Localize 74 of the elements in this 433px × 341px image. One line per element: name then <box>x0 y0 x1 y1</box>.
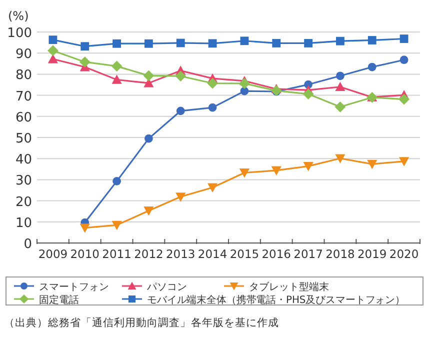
point <box>207 78 218 89</box>
x-tick-label: 2011 <box>102 247 132 261</box>
point <box>400 56 408 64</box>
legend-label: パソコン <box>146 282 187 293</box>
point <box>48 36 58 44</box>
x-tick-label: 2010 <box>70 247 100 261</box>
point <box>112 176 121 186</box>
point <box>144 134 153 143</box>
point <box>48 54 58 64</box>
point <box>175 70 186 82</box>
point <box>79 56 90 68</box>
legend-label: スマートフォン <box>39 282 109 293</box>
x-tick-label: 2012 <box>134 247 164 261</box>
y-tick-label: 100 <box>7 26 32 41</box>
y-tick-label: 90 <box>15 47 32 62</box>
point <box>208 183 218 193</box>
point <box>304 38 312 48</box>
x-tick-label: 2009 <box>38 247 68 261</box>
legend-label: モバイル端末全体（携帯電話・PHS及びスマートフォン） <box>147 294 407 306</box>
y-tick-label: 20 <box>15 194 32 210</box>
y-tick-label: 0 <box>24 237 32 252</box>
point <box>80 224 90 233</box>
legend-label: 固定電話 <box>39 294 79 306</box>
point <box>176 192 186 202</box>
point <box>271 166 282 176</box>
y-tick-label: 40 <box>15 152 32 168</box>
point <box>80 42 90 51</box>
point <box>302 88 314 100</box>
point <box>240 86 249 96</box>
point <box>208 39 217 48</box>
y-tick-label: 50 <box>15 132 32 146</box>
point <box>303 162 314 172</box>
x-tick-label: 2014 <box>198 247 228 261</box>
point <box>398 94 410 105</box>
point <box>335 154 346 164</box>
point <box>336 36 344 46</box>
point <box>144 39 153 48</box>
point <box>368 62 376 72</box>
point <box>112 39 121 48</box>
point <box>239 168 250 178</box>
point <box>48 45 58 56</box>
point <box>272 38 281 48</box>
point <box>176 38 185 48</box>
point <box>112 220 122 230</box>
y-axis-title: (%) <box>8 9 29 23</box>
y-tick-label: 30 <box>15 174 32 189</box>
point <box>368 36 376 44</box>
point <box>176 106 185 116</box>
point <box>208 103 217 112</box>
point <box>112 74 122 84</box>
x-tick-label: 2016 <box>262 247 292 261</box>
legend-label: タブレット型端末 <box>249 281 329 293</box>
y-tick-label: 60 <box>15 110 32 126</box>
x-tick-label: 2019 <box>357 247 387 261</box>
point <box>240 36 249 46</box>
x-tick-label: 2017 <box>294 247 323 261</box>
y-tick-label: 80 <box>15 68 32 84</box>
point <box>334 101 346 112</box>
point <box>399 157 410 166</box>
point <box>367 160 378 170</box>
x-tick-label: 2018 <box>326 247 355 261</box>
text: （出典）総務省「通信利用動向調査」各年版を基に作成 <box>4 316 279 329</box>
x-tick-label: 2013 <box>166 247 196 261</box>
point <box>143 70 154 82</box>
y-tick-label: 70 <box>15 89 32 104</box>
x-tick-label: 2015 <box>230 247 260 261</box>
x-tick-label: 2020 <box>389 247 419 261</box>
y-tick-label: 10 <box>15 216 32 231</box>
point <box>111 60 122 72</box>
point <box>336 72 344 80</box>
point <box>144 206 154 216</box>
point <box>239 78 250 89</box>
point <box>335 82 346 92</box>
point <box>400 34 408 43</box>
